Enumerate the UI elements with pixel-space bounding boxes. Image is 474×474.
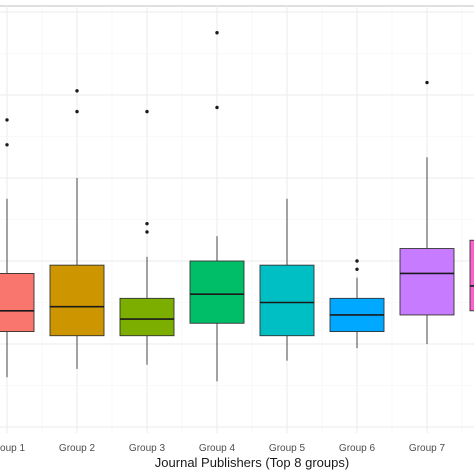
box-5: [259, 198, 315, 361]
outlier-point: [355, 259, 359, 263]
box-iqr: [259, 264, 315, 337]
box-iqr: [189, 260, 245, 324]
outlier-point: [145, 109, 149, 114]
x-tick-label: Group 6: [339, 443, 376, 454]
box-iqr: [49, 264, 105, 337]
x-tick-label: Group 5: [269, 443, 306, 454]
box-2: [49, 89, 105, 369]
outlier-point: [145, 221, 149, 226]
x-tick-label: Group 1: [0, 443, 26, 454]
boxes-layer: [0, 31, 474, 382]
box-4: [189, 31, 245, 382]
x-tick-label: Group 3: [129, 443, 166, 454]
x-tick-label: Group 4: [199, 443, 236, 454]
box-iqr: [0, 273, 35, 333]
x-tick-labels: Group 1 Group 2 Group 3 Group 4 Group 5 Group…: [0, 443, 446, 454]
box-7: [399, 80, 455, 344]
box-6: [329, 259, 385, 349]
box-8: [469, 239, 474, 312]
outlier-point: [145, 230, 149, 234]
outlier-point: [75, 109, 79, 114]
x-tick-label: Group 7: [409, 443, 446, 454]
outlier-point: [355, 267, 359, 271]
box-3: [119, 109, 175, 365]
outlier-point: [75, 89, 79, 93]
outlier-point: [5, 143, 9, 147]
box-iqr: [119, 297, 175, 337]
x-tick-label: Group 2: [59, 443, 96, 454]
x-axis-title: Journal Publishers (Top 8 groups): [155, 455, 349, 470]
outlier-point: [5, 118, 9, 122]
outlier-point: [215, 31, 219, 35]
box-iqr: [469, 239, 474, 312]
outlier-point: [425, 80, 429, 85]
box-1: [0, 118, 35, 378]
box-iqr: [399, 248, 455, 316]
outlier-point: [215, 105, 219, 110]
